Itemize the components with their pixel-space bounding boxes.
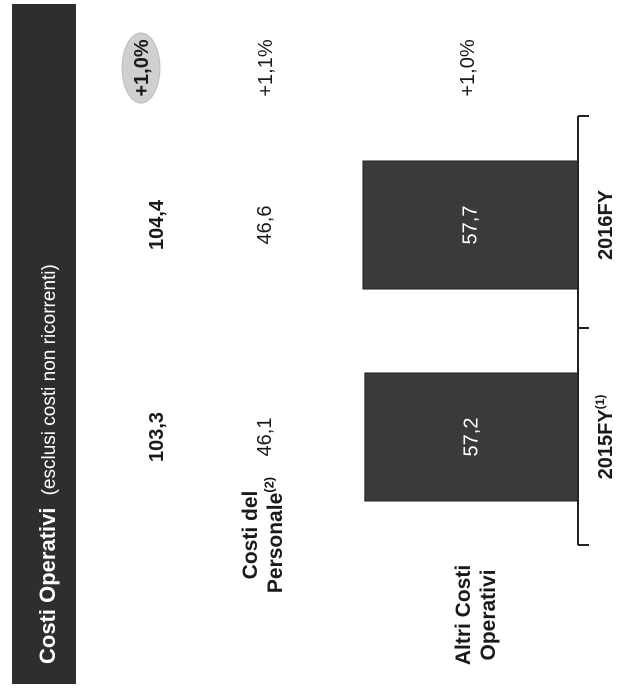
title-bold: Costi Operativi (35, 508, 60, 664)
category-label-2016FY: 2016FY (595, 189, 617, 260)
personnel-label-line2: Personale(2) (262, 477, 287, 593)
personnel-change: +1,1% (255, 39, 277, 96)
personnel-label-line1: Costi del (239, 491, 262, 580)
total-change: +1,0% (131, 39, 153, 96)
bar-2016FY (362, 160, 579, 290)
total-value-2016FY: 104,4 (146, 199, 168, 250)
bar-value-label-2016FY: 57,7 (460, 206, 482, 245)
personnel-value-2015FY: 46,1 (254, 418, 276, 457)
bar-value-label-2015FY: 57,2 (460, 418, 482, 457)
other-costs-label-line1: Altri Costi (452, 565, 475, 665)
title-band (12, 4, 76, 684)
bar-2015FY (364, 372, 579, 502)
total-value-2015FY: 103,3 (146, 412, 168, 462)
other-costs-change: +1,0% (457, 39, 479, 96)
title-rest: (esclusi costi non ricorrenti) (39, 264, 60, 495)
total-change-highlight (121, 32, 161, 104)
page-title: Costi Operativi (esclusi costi non ricor… (35, 264, 60, 664)
other-costs-label-line2: Operativi (477, 569, 500, 660)
personnel-value-2016FY: 46,6 (254, 206, 276, 245)
category-label-2015FY: 2015FY(1) (593, 395, 617, 480)
